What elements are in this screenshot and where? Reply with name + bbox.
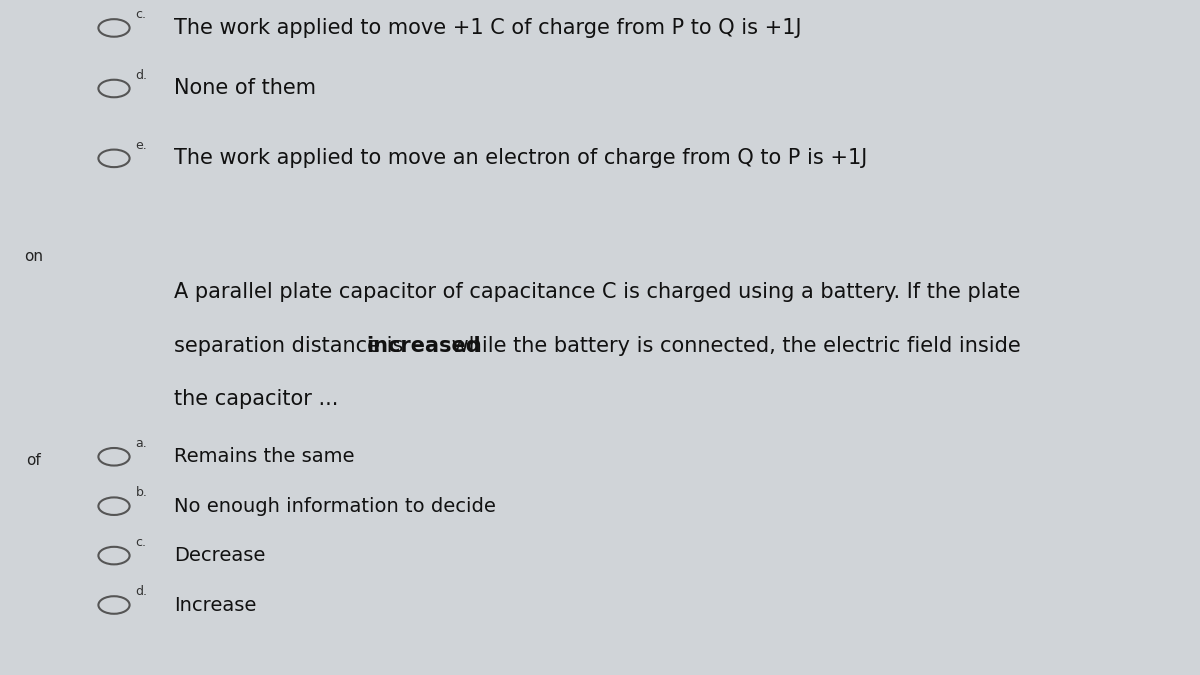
Text: None of them: None of them	[174, 78, 316, 99]
Text: a.: a.	[136, 437, 148, 450]
Text: No enough information to decide: No enough information to decide	[174, 497, 496, 516]
Text: d.: d.	[136, 585, 148, 598]
Text: The work applied to move +1 C of charge from P to Q is +1J: The work applied to move +1 C of charge …	[174, 18, 802, 38]
Text: of: of	[26, 454, 41, 468]
Text: c.: c.	[136, 8, 146, 21]
Text: Remains the same: Remains the same	[174, 448, 354, 466]
Text: A parallel plate capacitor of capacitance C is charged using a battery. If the p: A parallel plate capacitor of capacitanc…	[174, 282, 1020, 302]
Text: on: on	[24, 249, 43, 264]
Text: while the battery is connected, the electric field inside: while the battery is connected, the elec…	[445, 335, 1020, 356]
Text: separation distance is: separation distance is	[174, 335, 410, 356]
Text: the capacitor ...: the capacitor ...	[174, 389, 338, 409]
Text: Decrease: Decrease	[174, 546, 265, 565]
Text: increased: increased	[366, 335, 480, 356]
Text: Increase: Increase	[174, 595, 257, 614]
Text: b.: b.	[136, 487, 148, 499]
Text: d.: d.	[136, 69, 148, 82]
Text: The work applied to move an electron of charge from Q to P is +1J: The work applied to move an electron of …	[174, 148, 868, 168]
Text: e.: e.	[136, 138, 148, 152]
Text: c.: c.	[136, 536, 146, 549]
